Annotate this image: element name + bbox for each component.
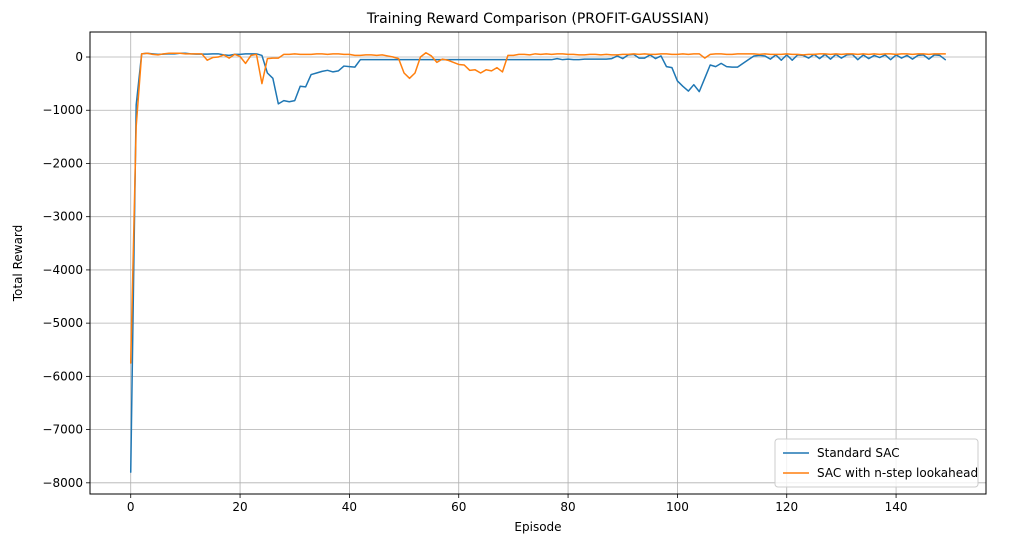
legend-label-sac-n-step: SAC with n-step lookahead	[817, 466, 978, 480]
y-tick-label: −5000	[42, 316, 83, 330]
x-tick-label: 100	[666, 500, 689, 514]
ticks: 0 20 40 60 80 100 120 140 −8000 −7000 −6000 −5000 −4…	[42, 50, 907, 514]
series-line-1	[129, 52, 947, 364]
series-layer	[129, 52, 947, 473]
legend-box	[774, 438, 979, 488]
x-tick-label: 120	[775, 500, 798, 514]
legend: Standard SAC SAC with n-step lookahead	[774, 438, 979, 488]
y-tick-label: −2000	[42, 156, 83, 170]
y-tick-label: 0	[75, 50, 83, 64]
y-tick-label: −4000	[42, 263, 83, 277]
y-axis-title: Total Reward	[11, 225, 25, 303]
plot-frame	[89, 31, 987, 495]
y-tick-label: −1000	[42, 103, 83, 117]
plot-background	[90, 32, 986, 494]
chart-title: Training Reward Comparison (PROFIT-GAUSS…	[366, 11, 709, 27]
x-tick-label: 60	[451, 500, 466, 514]
x-axis-title: Episode	[514, 520, 561, 534]
x-tick-label: 0	[127, 500, 135, 514]
y-tick-label: −7000	[42, 423, 83, 437]
x-tick-label: 80	[560, 500, 575, 514]
x-tick-label: 40	[342, 500, 357, 514]
x-tick-label: 140	[885, 500, 908, 514]
y-tick-label: −8000	[42, 476, 83, 490]
y-tick-label: −6000	[42, 369, 83, 383]
grid	[90, 32, 986, 494]
y-tick-label: −3000	[42, 210, 83, 224]
legend-label-standard-sac: Standard SAC	[817, 446, 900, 460]
x-tick-label: 20	[232, 500, 247, 514]
series-line-0	[129, 52, 947, 473]
